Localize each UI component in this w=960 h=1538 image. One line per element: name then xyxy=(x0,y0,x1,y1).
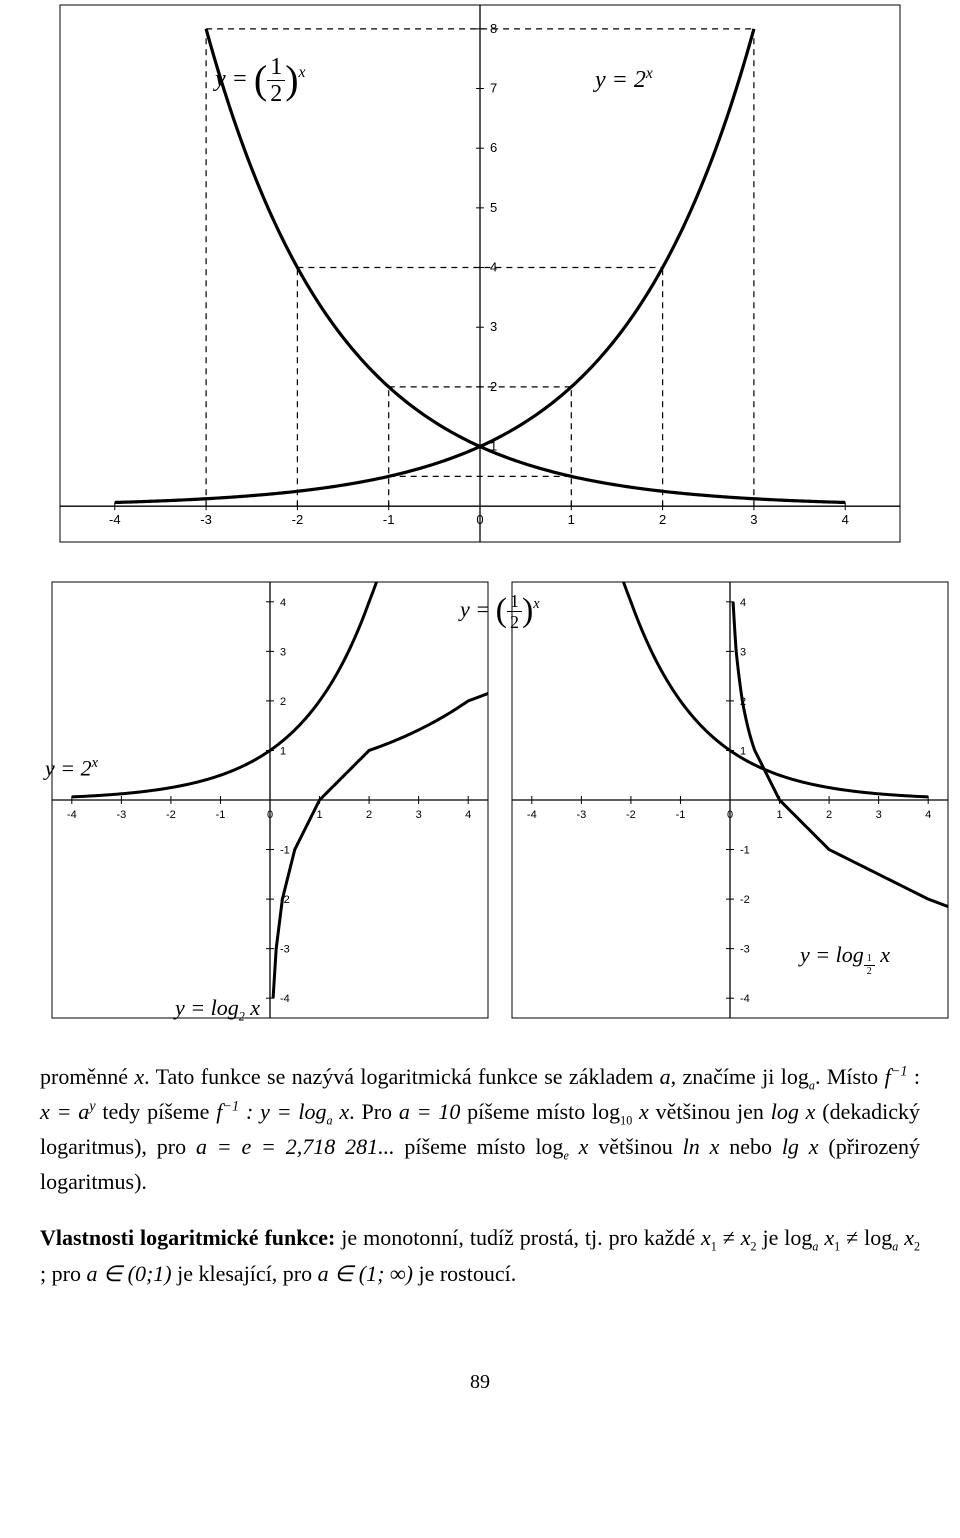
svg-text:5: 5 xyxy=(490,200,497,215)
svg-text:0: 0 xyxy=(727,809,733,821)
eq-label-log2-bl: y = log2 x xyxy=(175,995,260,1024)
eq-label-log-half-br: y = log12 x xyxy=(800,942,890,977)
svg-text:4: 4 xyxy=(280,597,286,609)
bottom-right-chart: -4-3-2-101234-4-3-2-11234 y = log12 x xyxy=(500,570,960,1030)
bottom-right-svg: -4-3-2-101234-4-3-2-11234 xyxy=(500,570,960,1030)
svg-text:2: 2 xyxy=(826,809,832,821)
svg-text:-4: -4 xyxy=(527,809,537,821)
svg-text:1: 1 xyxy=(776,809,782,821)
svg-text:-3: -3 xyxy=(116,809,126,821)
svg-text:4: 4 xyxy=(842,512,849,527)
svg-text:-1: -1 xyxy=(676,809,686,821)
svg-text:2: 2 xyxy=(366,809,372,821)
svg-text:0: 0 xyxy=(476,512,483,527)
top-chart: -4-3-2-10123412345678 y = (12)x y = 2x xyxy=(40,0,920,570)
svg-text:-4: -4 xyxy=(67,809,77,821)
svg-text:-1: -1 xyxy=(280,845,290,857)
svg-text:3: 3 xyxy=(416,809,422,821)
svg-text:7: 7 xyxy=(490,81,497,96)
svg-text:6: 6 xyxy=(490,140,497,155)
eq-label-half-x-center: y = (12)x xyxy=(460,592,540,631)
svg-text:2: 2 xyxy=(280,696,286,708)
svg-text:4: 4 xyxy=(490,260,497,275)
svg-text:4: 4 xyxy=(465,809,471,821)
body-text: proměnné x. Tato funkce se nazývá logari… xyxy=(40,1060,920,1291)
svg-text:-2: -2 xyxy=(626,809,636,821)
svg-text:-1: -1 xyxy=(383,512,395,527)
svg-text:0: 0 xyxy=(267,809,273,821)
svg-text:2: 2 xyxy=(659,512,666,527)
svg-text:-4: -4 xyxy=(280,993,290,1005)
svg-text:-3: -3 xyxy=(740,944,750,956)
svg-text:-2: -2 xyxy=(740,894,750,906)
svg-text:3: 3 xyxy=(740,646,746,658)
svg-text:4: 4 xyxy=(740,597,746,609)
svg-text:-1: -1 xyxy=(740,845,750,857)
svg-text:3: 3 xyxy=(876,809,882,821)
bottom-left-chart: -4-3-2-101234-4-3-2-11234 y = 2x y = log… xyxy=(40,570,500,1030)
page-number: 89 xyxy=(40,1371,920,1394)
paragraph-2: Vlastnosti logaritmické funkce: je monot… xyxy=(40,1221,920,1290)
svg-text:1: 1 xyxy=(316,809,322,821)
svg-text:3: 3 xyxy=(750,512,757,527)
svg-text:-4: -4 xyxy=(740,993,750,1005)
paragraph-1: proměnné x. Tato funkce se nazývá logari… xyxy=(40,1060,920,1199)
svg-text:3: 3 xyxy=(490,319,497,334)
eq-label-two-x-bl: y = 2x xyxy=(45,755,98,781)
svg-text:-2: -2 xyxy=(292,512,304,527)
svg-text:-3: -3 xyxy=(576,809,586,821)
svg-text:1: 1 xyxy=(568,512,575,527)
svg-text:1: 1 xyxy=(740,745,746,757)
svg-text:8: 8 xyxy=(490,21,497,36)
svg-text:4: 4 xyxy=(925,809,931,821)
svg-text:-2: -2 xyxy=(166,809,176,821)
svg-text:-3: -3 xyxy=(200,512,212,527)
bottom-left-svg: -4-3-2-101234-4-3-2-11234 xyxy=(40,570,500,1030)
svg-text:1: 1 xyxy=(280,745,286,757)
svg-text:-4: -4 xyxy=(109,512,121,527)
eq-label-two-x: y = 2x xyxy=(595,65,653,94)
svg-text:-3: -3 xyxy=(280,944,290,956)
top-chart-svg: -4-3-2-10123412345678 xyxy=(40,0,920,570)
svg-text:-1: -1 xyxy=(216,809,226,821)
svg-text:2: 2 xyxy=(490,379,497,394)
eq-label-half-x: y = (12)x xyxy=(215,55,305,106)
svg-text:3: 3 xyxy=(280,646,286,658)
